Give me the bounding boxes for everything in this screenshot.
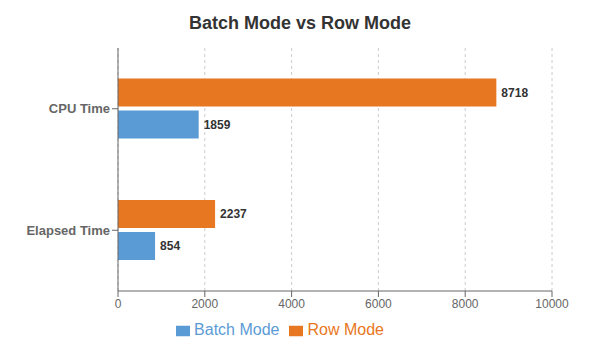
svg-text:0: 0 xyxy=(115,297,122,311)
svg-text:6000: 6000 xyxy=(365,297,392,311)
svg-text:854: 854 xyxy=(160,239,180,253)
svg-text:2237: 2237 xyxy=(220,207,247,221)
svg-text:8000: 8000 xyxy=(452,297,479,311)
svg-text:2000: 2000 xyxy=(191,297,218,311)
html-text:Batch Mode: Batch Mode xyxy=(194,321,280,338)
svg-text:Elapsed Time: Elapsed Time xyxy=(26,223,110,238)
html-text:Row Mode: Row Mode xyxy=(307,321,384,338)
svg-text:1859: 1859 xyxy=(204,118,231,132)
svg-text:4000: 4000 xyxy=(278,297,305,311)
svg-text:10000: 10000 xyxy=(535,297,569,311)
svg-text:CPU Time: CPU Time xyxy=(49,101,110,116)
svg-text:8718: 8718 xyxy=(501,86,528,100)
html-text:Batch Mode vs Row Mode: Batch Mode vs Row Mode xyxy=(189,13,411,33)
